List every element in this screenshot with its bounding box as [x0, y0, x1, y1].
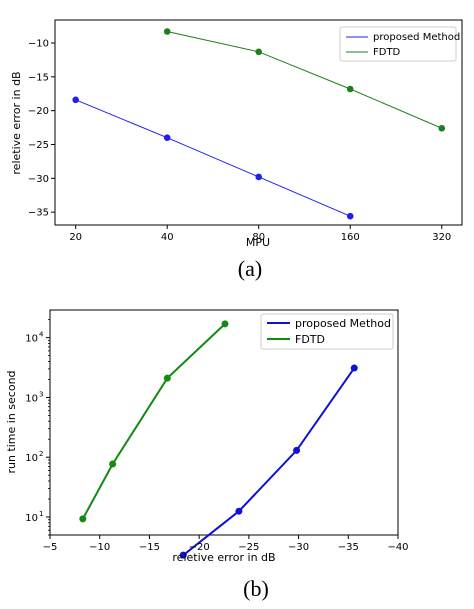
chart-b-xtick-label: −35 — [338, 542, 359, 553]
chart-b-ytick-label: 10 — [25, 393, 38, 404]
chart-b-xtick-label: −40 — [387, 542, 408, 553]
chart-b-point-fdtd — [109, 460, 117, 468]
chart-a-ytick-label: −20 — [28, 106, 49, 117]
chart-a-legend-box — [339, 26, 457, 62]
chart-b-point-proposed — [179, 551, 187, 559]
chart-a-xlabel: MPU — [246, 236, 270, 249]
chart-a-point-proposed — [72, 96, 79, 104]
chart-b-plot-frame — [49, 309, 399, 536]
chart-a-xtick-label: 320 — [432, 232, 451, 243]
chart-b-ytick-exponent: 3 — [39, 390, 43, 398]
chart-a-point-proposed — [346, 212, 354, 220]
chart-a-ytick-label: −15 — [28, 72, 49, 83]
chart-b-point-proposed — [235, 507, 243, 515]
chart-b-legend-label-proposed: proposed Method — [295, 317, 391, 330]
chart-a-ytick-label: −10 — [28, 39, 49, 50]
chart-a-legend: proposed Method FDTD — [339, 26, 460, 62]
chart-b-xtick-label: −5 — [43, 542, 58, 553]
chart-b-point-fdtd — [163, 374, 171, 382]
chart-b-legend-label-fdtd: FDTD — [295, 333, 325, 346]
chart-a: 20 40 80 160 320 −35 −30 −25 −20 −15 −10 MPU relet… — [10, 19, 463, 281]
chart-b-ytick-exponent: 2 — [39, 450, 43, 458]
chart-b-xtick-label: −25 — [238, 542, 259, 553]
chart-b-caption: (b) — [243, 576, 269, 601]
chart-b-xtick-label: −15 — [139, 542, 160, 553]
chart-b-point-fdtd — [79, 515, 87, 523]
chart-b-ytick-label: 10 — [25, 453, 38, 464]
chart-a-ylabel: reletive error in dB — [10, 71, 23, 174]
chart-a-series-line-fdtd — [167, 31, 442, 129]
chart-a-ytick-label: −30 — [28, 174, 49, 185]
chart-a-ytick-label: −25 — [28, 140, 49, 151]
chart-a-xtick-label: 80 — [252, 232, 265, 243]
chart-a-point-fdtd — [438, 124, 446, 132]
chart-a-xtick-label: 20 — [69, 232, 82, 243]
chart-a-legend-label-fdtd: FDTD — [373, 47, 401, 58]
chart-b-series-line-fdtd — [81, 323, 226, 520]
chart-a-legend-label-proposed: proposed Method — [373, 32, 460, 43]
chart-a-caption: (a) — [238, 256, 262, 281]
chart-a-point-proposed — [255, 173, 263, 181]
chart-b-point-proposed — [350, 364, 358, 372]
chart-b-legend-box — [260, 313, 394, 350]
chart-b-ytick-exponent: 1 — [39, 510, 43, 518]
chart-a-series-line-proposed — [75, 99, 351, 217]
chart-b-xtick-label: −20 — [189, 542, 210, 553]
chart-b-xtick-label: −30 — [288, 542, 309, 553]
chart-b-series-line-proposed — [182, 367, 356, 556]
chart-b-legend: proposed Method FDTD — [260, 313, 394, 350]
chart-a-point-fdtd — [346, 85, 354, 93]
chart-a-point-fdtd — [255, 48, 263, 56]
chart-a-point-proposed — [163, 134, 171, 142]
chart-b-ytick-label: 10 — [25, 334, 38, 345]
chart-b-ytick-label: 10 — [25, 513, 38, 524]
chart-b-xtick-label: −10 — [89, 542, 110, 553]
chart-a-point-fdtd — [163, 28, 171, 35]
chart-a-xtick-label: 40 — [161, 232, 174, 243]
chart-b-xlabel: reletive error in dB — [172, 551, 275, 564]
chart-a-ytick-label: −35 — [28, 208, 49, 219]
chart-b-point-proposed — [293, 446, 301, 454]
chart-b-ylabel: run time in second — [5, 370, 18, 473]
chart-a-xtick-label: 160 — [341, 232, 360, 243]
chart-b-ytick-exponent: 4 — [39, 331, 44, 339]
chart-b-point-fdtd — [221, 320, 229, 328]
